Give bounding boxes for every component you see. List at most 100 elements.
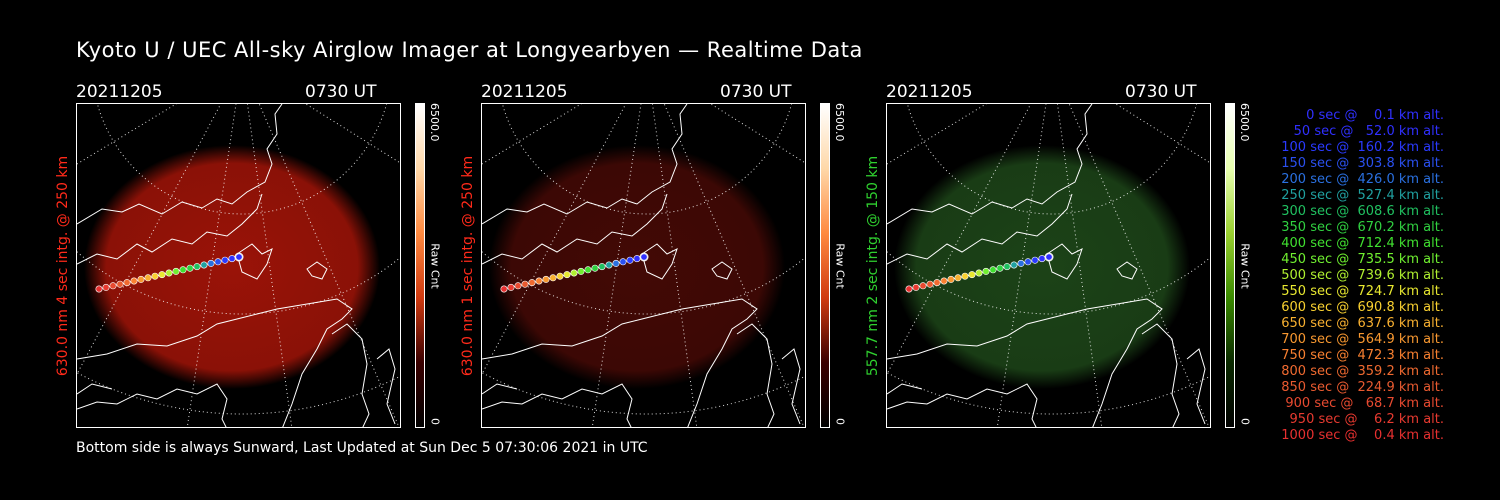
legend-row: 250 sec @ 527.4 km alt. xyxy=(1281,188,1444,203)
panel-3-colorbar-unit: Raw Cnt xyxy=(1238,242,1252,289)
trajectory-point xyxy=(619,258,627,266)
trajectory-point xyxy=(102,283,110,291)
legend-row: 150 sec @ 303.8 km alt. xyxy=(1281,156,1444,171)
rocket-trajectory xyxy=(500,252,649,293)
sky-map-svg xyxy=(77,104,400,427)
airglow-field xyxy=(894,145,1190,389)
panel-2-colorbar-max: 6500.0 xyxy=(833,103,846,142)
trajectory-point xyxy=(172,267,180,275)
trajectory-point xyxy=(221,256,229,264)
airglow-field xyxy=(489,145,785,389)
trajectory-point xyxy=(158,271,166,279)
trajectory-point xyxy=(193,263,201,271)
panel-1-colorbar-labels: 6500.0 Raw Cnt 0 xyxy=(428,103,442,428)
trajectory-point xyxy=(612,259,620,267)
trajectory-point xyxy=(137,275,145,283)
trajectory-point xyxy=(912,283,920,291)
trajectory-point xyxy=(982,267,990,275)
rocket-trajectory xyxy=(95,252,244,293)
legend-row: 700 sec @ 564.9 km alt. xyxy=(1281,332,1444,347)
panel-2-wavelength-label: 630.0 nm 1 sec intg. @ 250 km xyxy=(460,155,476,376)
trajectory-point xyxy=(507,283,515,291)
legend-row: 600 sec @ 690.8 km alt. xyxy=(1281,300,1444,315)
trajectory-point xyxy=(528,279,536,287)
trajectory-point xyxy=(116,280,124,288)
trajectory-point xyxy=(535,277,543,285)
trajectory-point xyxy=(947,275,955,283)
panel-3-wavelength-label: 557.7 nm 2 sec intg. @ 150 km xyxy=(865,155,881,376)
panel-2-sky-image xyxy=(481,103,806,428)
legend-row: 900 sec @ 68.7 km alt. xyxy=(1285,396,1444,411)
trajectory-end-marker xyxy=(1044,252,1054,262)
trajectory-point xyxy=(1045,253,1053,261)
legend-row: 100 sec @ 160.2 km alt. xyxy=(1281,140,1444,155)
panel-2-colorbar-min: 0 xyxy=(833,418,847,425)
trajectory-point xyxy=(542,275,550,283)
panel-2-colorbar xyxy=(820,103,830,428)
legend-row: 800 sec @ 359.2 km alt. xyxy=(1281,364,1444,379)
trajectory-point xyxy=(1003,263,1011,271)
trajectory-point xyxy=(996,264,1004,272)
legend-row: 650 sec @ 637.6 km alt. xyxy=(1281,316,1444,331)
panel-2-side-label: 630.0 nm 1 sec intg. @ 250 km xyxy=(459,103,477,428)
trajectory-point xyxy=(633,255,641,263)
panel-3-time: 0730 UT xyxy=(1125,82,1197,102)
trajectory-point xyxy=(500,285,508,293)
panel-2-colorbar-unit: Raw Cnt xyxy=(833,242,847,289)
panel-1-colorbar-max: 6500.0 xyxy=(428,103,441,142)
trajectory-point xyxy=(1038,255,1046,263)
legend-row: 200 sec @ 426.0 km alt. xyxy=(1281,172,1444,187)
panel-3-colorbar xyxy=(1225,103,1235,428)
trajectory-point xyxy=(130,277,138,285)
panel-1-side-label: 630.0 nm 4 sec intg. @ 250 km xyxy=(54,103,72,428)
panel-1-colorbar-min: 0 xyxy=(428,418,442,425)
legend-row: 50 sec @ 52.0 km alt. xyxy=(1293,124,1444,139)
trajectory-point xyxy=(640,253,648,261)
legend-row: 300 sec @ 608.6 km alt. xyxy=(1281,204,1444,219)
panel-1-sky-image xyxy=(76,103,401,428)
trajectory-point xyxy=(961,272,969,280)
altitude-time-legend: 0 sec @ 0.1 km alt. 50 sec @ 52.0 km alt.… xyxy=(1262,108,1444,444)
panel-1-time: 0730 UT xyxy=(305,82,377,102)
trajectory-point xyxy=(577,267,585,275)
trajectory-point xyxy=(109,282,117,290)
trajectory-end-marker xyxy=(639,252,649,262)
trajectory-point xyxy=(1017,259,1025,267)
trajectory-point xyxy=(1010,261,1018,269)
graticule-lines xyxy=(482,104,805,427)
page-title: Kyoto U / UEC All-sky Airglow Imager at … xyxy=(76,38,863,62)
legend-row: 450 sec @ 735.5 km alt. xyxy=(1281,252,1444,267)
legend-row: 1000 sec @ 0.4 km alt. xyxy=(1281,428,1444,443)
legend-row: 850 sec @ 224.9 km alt. xyxy=(1281,380,1444,395)
trajectory-point xyxy=(989,266,997,274)
legend-row: 350 sec @ 670.2 km alt. xyxy=(1281,220,1444,235)
trajectory-point xyxy=(584,266,592,274)
trajectory-point xyxy=(95,285,103,293)
trajectory-point xyxy=(214,258,222,266)
panel-1-colorbar xyxy=(415,103,425,428)
legend-row: 0 sec @ 0.1 km alt. xyxy=(1306,108,1444,123)
trajectory-point xyxy=(591,264,599,272)
coastline-outlines xyxy=(77,104,396,427)
sky-map-svg xyxy=(482,104,805,427)
panel-3-colorbar-max: 6500.0 xyxy=(1238,103,1251,142)
trajectory-point xyxy=(940,277,948,285)
panel-3-side-label: 557.7 nm 2 sec intg. @ 150 km xyxy=(864,103,882,428)
trajectory-point xyxy=(975,269,983,277)
coastline-outlines xyxy=(482,104,801,427)
panel-1-colorbar-unit: Raw Cnt xyxy=(428,242,442,289)
sky-map-svg xyxy=(887,104,1210,427)
panel-1-date: 20211205 xyxy=(76,82,163,102)
trajectory-point xyxy=(570,269,578,277)
panel-2-colorbar-labels: 6500.0 Raw Cnt 0 xyxy=(833,103,847,428)
trajectory-point xyxy=(151,272,159,280)
trajectory-point xyxy=(926,280,934,288)
trajectory-point xyxy=(165,269,173,277)
trajectory-point xyxy=(605,261,613,269)
panel-1-wavelength-label: 630.0 nm 4 sec intg. @ 250 km xyxy=(55,155,71,376)
legend-row: 500 sec @ 739.6 km alt. xyxy=(1281,268,1444,283)
trajectory-point xyxy=(228,255,236,263)
panel-3-colorbar-labels: 6500.0 Raw Cnt 0 xyxy=(1238,103,1252,428)
rocket-trajectory xyxy=(905,252,1054,293)
legend-row: 550 sec @ 724.7 km alt. xyxy=(1281,284,1444,299)
